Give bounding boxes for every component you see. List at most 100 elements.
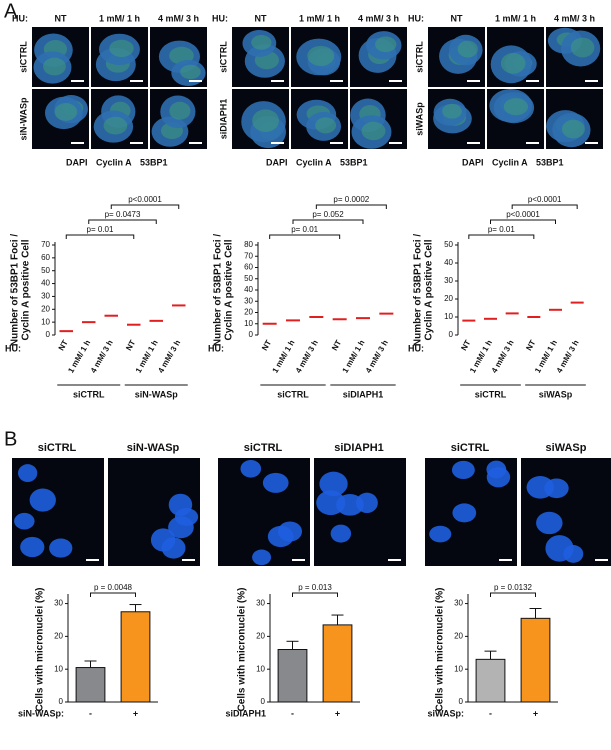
y-tick-label: 30 xyxy=(54,599,63,608)
p-value: p<0.0001 xyxy=(506,210,540,219)
nucleus xyxy=(336,494,364,516)
hu-label: HU: xyxy=(12,13,28,23)
comparison-bracket xyxy=(292,219,364,224)
nucleus-stain xyxy=(457,40,478,58)
p-value: p<0.0001 xyxy=(528,195,562,204)
condition-label: 1 mM/ 1 h xyxy=(99,13,140,23)
y-tick-label: 10 xyxy=(244,319,253,328)
x-tick-label: 1 mM/ 1 h xyxy=(271,338,297,374)
legend-label: Cyclin A xyxy=(296,157,332,167)
y-tick-label: 0 xyxy=(459,697,464,706)
y-tick-label: 40 xyxy=(444,258,453,267)
group-label: siN-WASp xyxy=(135,389,179,399)
nucleus-stain xyxy=(180,64,201,80)
nucleus-stain xyxy=(562,119,585,139)
group-label: siCTRL xyxy=(475,389,507,399)
comparison-bracket xyxy=(90,592,136,597)
bar xyxy=(520,617,551,703)
x-tick-label: NT xyxy=(260,338,273,352)
row-label: siCTRL xyxy=(218,41,228,73)
row-label: siCTRL xyxy=(18,41,28,73)
x-axis-title: siDIAPH1 xyxy=(225,708,266,718)
nucleus xyxy=(526,475,554,499)
x-tick-label: 1 mM/ 1 h xyxy=(341,338,367,374)
group-label: siDIAPH1 xyxy=(343,389,384,399)
column-label: siCTRL xyxy=(244,442,283,454)
x-tick-label: 4 mM/ 3 h xyxy=(156,338,182,374)
mean-marker xyxy=(104,314,118,317)
mean-marker xyxy=(309,316,324,318)
column-label: siN-WASp xyxy=(127,442,180,454)
legend-label: DAPI xyxy=(66,157,88,167)
column-label: siDIAPH1 xyxy=(334,442,384,454)
x-tick-label: NT xyxy=(57,338,70,352)
y-axis-title: Cyclin A positive Cell xyxy=(21,239,32,340)
nucleus xyxy=(252,549,272,566)
comparison-bracket xyxy=(490,219,556,224)
y-axis-title: Cells with micronuclei (%) xyxy=(435,588,446,712)
nucleus xyxy=(18,464,38,482)
p-value: p= 0.0473 xyxy=(105,210,141,219)
hu-label: HU: xyxy=(212,13,228,23)
x-tick-label: - xyxy=(489,708,492,718)
mean-marker xyxy=(172,304,186,307)
legend-label: DAPI xyxy=(462,157,484,167)
group-label: siCTRL xyxy=(73,389,105,399)
y-axis-title: Cyclin A positive Cell xyxy=(424,239,435,340)
y-tick-label: 0 xyxy=(46,330,51,339)
legend-label: 53BP1 xyxy=(536,157,564,167)
legend-label: 53BP1 xyxy=(140,157,168,167)
condition-label: NT xyxy=(451,13,463,23)
row-label: siDIAPH1 xyxy=(218,99,228,140)
mean-marker xyxy=(356,317,370,320)
x-tick-label: + xyxy=(335,708,340,718)
y-tick-label: 30 xyxy=(244,296,253,305)
nucleus-stain xyxy=(442,103,462,119)
mean-marker xyxy=(462,319,476,322)
mean-marker xyxy=(149,319,163,322)
p-value: p = 0.0132 xyxy=(494,583,533,592)
mean-marker xyxy=(82,321,96,324)
y-tick-label: 50 xyxy=(244,274,253,283)
x-tick-label: 4 mM/ 3 h xyxy=(89,338,115,374)
y-tick-label: 20 xyxy=(444,294,453,303)
y-tick-label: 0 xyxy=(59,697,64,706)
y-tick-label: 30 xyxy=(256,599,265,608)
x-tick-label: - xyxy=(89,708,92,718)
x-axis-title: HU: xyxy=(208,343,224,353)
mean-marker xyxy=(262,322,277,325)
group-label: siWASp xyxy=(539,389,573,399)
y-tick-label: 70 xyxy=(41,240,50,249)
y-tick-label: 10 xyxy=(454,664,463,673)
comparison-bracket xyxy=(468,234,535,239)
nucleus xyxy=(451,460,475,480)
p-value: p= 0.052 xyxy=(312,210,344,219)
nucleus xyxy=(14,512,35,530)
x-tick-label: - xyxy=(291,708,294,718)
y-axis-title: Cells with micronuclei (%) xyxy=(237,588,248,712)
y-tick-label: 0 xyxy=(249,330,254,339)
legend-label: 53BP1 xyxy=(340,157,368,167)
y-tick-label: 10 xyxy=(256,664,265,673)
mean-marker xyxy=(570,301,584,304)
y-axis-title: Cells with micronuclei (%) xyxy=(35,588,46,712)
condition-label: 4 mM/ 3 h xyxy=(358,13,399,23)
y-tick-label: 10 xyxy=(41,317,50,326)
y-tick-label: 10 xyxy=(54,664,63,673)
nucleus xyxy=(174,508,199,526)
x-tick-label: 4 mM/ 3 h xyxy=(555,338,581,374)
y-tick-label: 60 xyxy=(244,263,253,272)
mean-marker xyxy=(127,323,141,326)
y-tick-label: 0 xyxy=(261,697,266,706)
mean-marker xyxy=(332,318,347,321)
x-tick-label: NT xyxy=(459,338,472,352)
legend-label: DAPI xyxy=(266,157,288,167)
p-value: p = 0.013 xyxy=(298,583,332,592)
x-tick-label: + xyxy=(533,708,538,718)
nucleus xyxy=(262,472,289,493)
y-tick-label: 30 xyxy=(41,292,50,301)
column-label: siWASp xyxy=(546,442,587,454)
condition-label: NT xyxy=(55,13,67,23)
y-tick-label: 20 xyxy=(244,308,253,317)
